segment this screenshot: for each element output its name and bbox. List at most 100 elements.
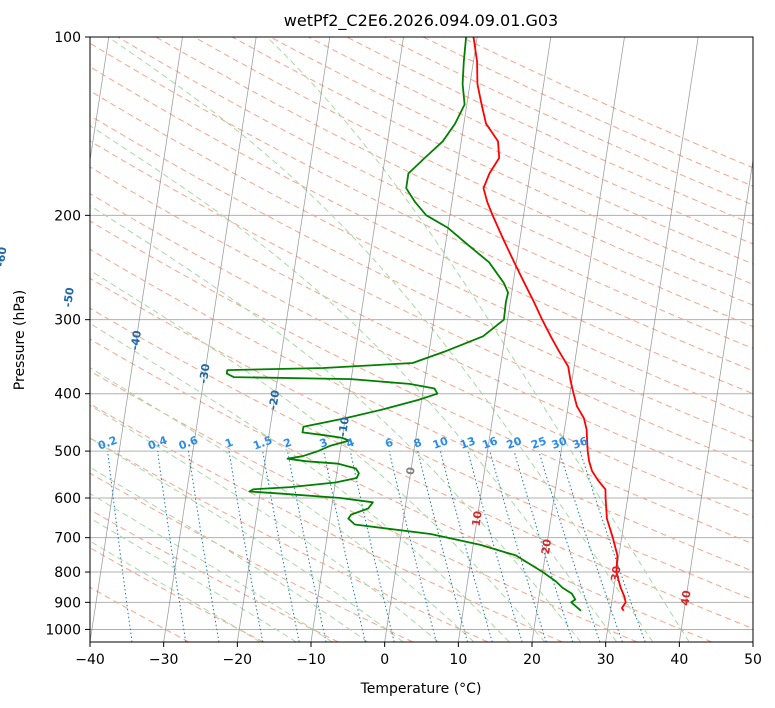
isotherm-label: 0 xyxy=(404,466,418,476)
x-tick-label: 50 xyxy=(744,652,762,668)
y-tick-label: 900 xyxy=(54,595,81,611)
y-tick-label: 200 xyxy=(54,208,81,224)
moist-adiabat-line xyxy=(90,322,510,642)
dry-adiabat-line xyxy=(193,37,753,306)
isotherm-label: 40 xyxy=(679,589,694,606)
moist-adiabat-line xyxy=(90,517,297,642)
isotherm-label: -10 xyxy=(336,416,352,438)
x-tick-label: 20 xyxy=(523,652,541,668)
x-tick-label: −30 xyxy=(149,652,179,668)
dry-adiabat-line xyxy=(90,220,753,545)
dry-adiabat-line xyxy=(90,115,753,442)
mixing-ratio-line xyxy=(489,450,547,642)
mixing-ratio-line xyxy=(417,450,468,642)
x-tick-label: 40 xyxy=(670,652,688,668)
y-tick-label: 700 xyxy=(54,531,81,547)
dry-adiabat-line xyxy=(90,277,753,601)
y-tick-label: 1000 xyxy=(45,622,81,638)
mixing-ratio-line xyxy=(467,450,523,642)
mixing-ratio-line xyxy=(538,450,601,642)
isotherm-label: -20 xyxy=(266,389,282,411)
plot-background xyxy=(90,37,753,642)
isotherm-line xyxy=(90,37,183,642)
moist-adiabat-line xyxy=(90,269,546,642)
dry-adiabat-line xyxy=(90,370,638,642)
isotherm-line xyxy=(310,37,404,642)
moist-adiabat-line xyxy=(90,367,475,642)
mixing-ratio-line xyxy=(349,450,395,642)
mixing-ratio-label: 1.5 xyxy=(251,434,274,453)
moist-adiabat-line xyxy=(90,404,439,642)
y-tick-label: 500 xyxy=(54,444,81,460)
isotherm-label: -30 xyxy=(197,362,213,384)
isotherm-label: 20 xyxy=(539,538,554,555)
isotherm-label: -60 xyxy=(0,246,10,268)
dewpoint-profile-line xyxy=(225,37,582,612)
mixing-ratio-line xyxy=(287,451,327,642)
mixing-ratio-label: 8 xyxy=(412,436,424,451)
mixing-ratio-label: 10 xyxy=(431,434,450,452)
y-tick-label: 300 xyxy=(54,313,81,329)
mixing-ratio-label: 4 xyxy=(344,436,356,451)
x-tick-label: −10 xyxy=(296,652,326,668)
isotherm-line xyxy=(384,37,478,642)
isotherm-line xyxy=(236,37,331,642)
x-tick-label: 10 xyxy=(449,652,467,668)
mixing-ratio-label: 36 xyxy=(571,434,590,452)
isotherm-label: -40 xyxy=(128,329,144,351)
mixing-ratio-line xyxy=(262,451,300,642)
mixing-ratio-label: 30 xyxy=(550,434,569,452)
isotherm-label: 30 xyxy=(609,565,624,582)
sounding-profiles xyxy=(225,37,627,612)
moist-adiabat-line xyxy=(90,437,404,642)
isotherm-line xyxy=(605,37,699,642)
y-axis-ticks: 100 200 300 400 500 600 700 800 900 1000 xyxy=(45,30,90,638)
mixing-ratio-line xyxy=(157,451,187,642)
x-tick-label: −20 xyxy=(223,652,253,668)
dry-adiabat-line xyxy=(90,42,753,372)
temperature-profile-line xyxy=(472,37,627,612)
isotherm-line xyxy=(457,37,552,642)
y-tick-label: 800 xyxy=(54,565,81,581)
isotherm-line xyxy=(163,37,257,642)
dry-adiabat-line xyxy=(90,509,339,642)
mixing-ratio-line xyxy=(579,450,646,642)
plot-frame xyxy=(89,36,754,643)
x-tick-label: −40 xyxy=(75,652,105,668)
dry-adiabat-line xyxy=(90,403,563,642)
chart-title: wetPf2_C2E6.2026.094.09.01.G03 xyxy=(284,11,558,31)
mixing-ratio-line xyxy=(513,450,574,642)
moist-adiabat-line xyxy=(90,466,368,642)
moist-adiabat-line xyxy=(90,540,261,642)
mixing-ratio-label: 0.6 xyxy=(177,434,200,453)
isotherm-label: 10 xyxy=(470,510,485,527)
mixing-ratio-label: 3 xyxy=(318,436,330,451)
mixing-ratio-label: 13 xyxy=(458,434,477,451)
background-lines xyxy=(90,37,753,642)
isotherm-line xyxy=(90,37,110,163)
y-tick-label: 600 xyxy=(54,491,81,507)
isoline-labels: -100-90-80-70-60-50-40-30-20-10010203040… xyxy=(0,246,694,607)
y-tick-label: 100 xyxy=(54,30,81,46)
mixing-ratio-label: 2 xyxy=(282,436,294,451)
mixing-ratio-label: 0.4 xyxy=(146,434,169,453)
mixing-ratio-line xyxy=(323,450,366,642)
dry-adiabat-line xyxy=(90,547,264,642)
mixing-ratio-line xyxy=(558,450,623,642)
x-tick-label: 0 xyxy=(380,652,389,668)
mixing-ratio-line xyxy=(107,451,133,642)
mixing-ratio-label: 16 xyxy=(480,434,499,452)
mixing-ratio-label: 0.2 xyxy=(96,434,119,453)
x-tick-label: 30 xyxy=(597,652,615,668)
dry-adiabat-line xyxy=(90,140,753,467)
y-tick-label: 400 xyxy=(54,387,81,403)
mixing-ratio-line xyxy=(388,450,437,642)
isotherm-line xyxy=(678,157,753,642)
dry-adiabat-line xyxy=(90,248,753,572)
dry-adiabat-line xyxy=(90,166,753,492)
x-axis-title: Temperature (°C) xyxy=(360,681,482,697)
mixing-ratio-line xyxy=(439,450,493,642)
mixing-ratio-label: 6 xyxy=(383,436,395,451)
dry-adiabat-line xyxy=(90,193,753,518)
